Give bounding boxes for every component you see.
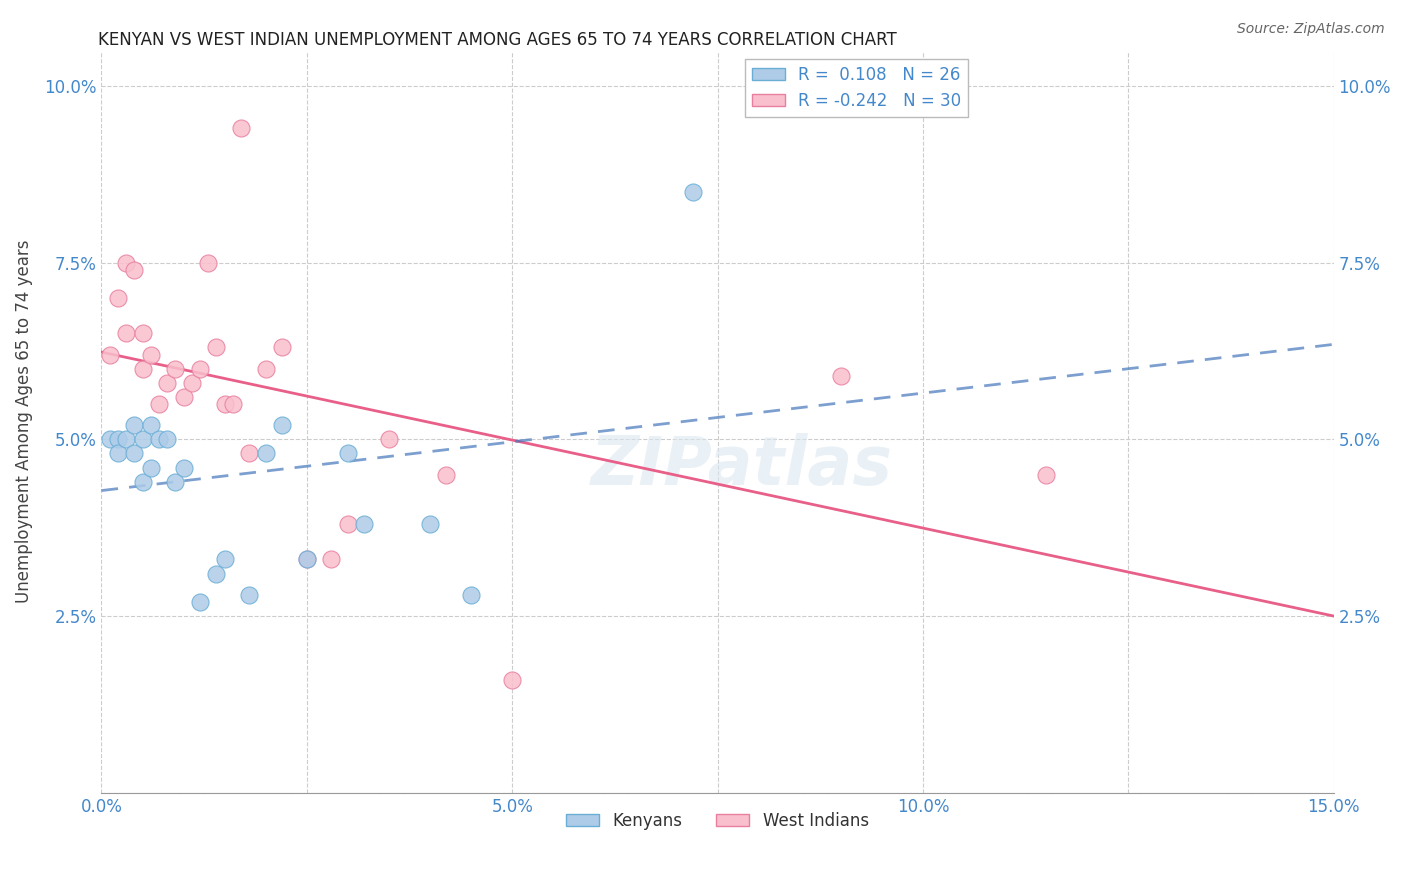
Point bbox=[124, 262, 146, 277]
Point bbox=[115, 255, 138, 269]
Point bbox=[188, 361, 211, 376]
Point bbox=[107, 433, 129, 447]
Point bbox=[98, 347, 121, 361]
Point bbox=[378, 433, 401, 447]
Point bbox=[254, 361, 277, 376]
Point bbox=[131, 475, 153, 489]
Point bbox=[107, 446, 129, 460]
Point bbox=[188, 595, 211, 609]
Point bbox=[139, 460, 162, 475]
Text: ZIPatlas: ZIPatlas bbox=[591, 434, 893, 500]
Point bbox=[436, 467, 458, 482]
Point bbox=[229, 121, 252, 136]
Point bbox=[165, 475, 187, 489]
Point bbox=[205, 341, 228, 355]
Y-axis label: Unemployment Among Ages 65 to 74 years: Unemployment Among Ages 65 to 74 years bbox=[15, 240, 32, 603]
Point bbox=[148, 433, 170, 447]
Point bbox=[271, 341, 294, 355]
Point bbox=[205, 566, 228, 581]
Point bbox=[173, 460, 195, 475]
Point bbox=[295, 552, 318, 566]
Point bbox=[131, 433, 153, 447]
Point bbox=[156, 433, 179, 447]
Point bbox=[682, 185, 704, 199]
Point bbox=[156, 376, 179, 390]
Point bbox=[501, 673, 523, 687]
Point bbox=[180, 376, 202, 390]
Point bbox=[336, 517, 359, 532]
Point bbox=[238, 588, 260, 602]
Text: Source: ZipAtlas.com: Source: ZipAtlas.com bbox=[1237, 22, 1385, 37]
Point bbox=[271, 418, 294, 433]
Point bbox=[124, 446, 146, 460]
Text: KENYAN VS WEST INDIAN UNEMPLOYMENT AMONG AGES 65 TO 74 YEARS CORRELATION CHART: KENYAN VS WEST INDIAN UNEMPLOYMENT AMONG… bbox=[98, 31, 897, 49]
Point bbox=[222, 397, 245, 411]
Point bbox=[131, 361, 153, 376]
Point bbox=[460, 588, 482, 602]
Point bbox=[98, 433, 121, 447]
Point bbox=[107, 291, 129, 305]
Point bbox=[254, 446, 277, 460]
Point bbox=[165, 361, 187, 376]
Point bbox=[131, 326, 153, 341]
Point bbox=[830, 368, 852, 383]
Point bbox=[238, 446, 260, 460]
Legend: Kenyans, West Indians: Kenyans, West Indians bbox=[560, 805, 876, 837]
Point bbox=[214, 552, 236, 566]
Point bbox=[1035, 467, 1057, 482]
Point bbox=[295, 552, 318, 566]
Point bbox=[197, 255, 219, 269]
Point bbox=[353, 517, 375, 532]
Point bbox=[214, 397, 236, 411]
Point bbox=[321, 552, 343, 566]
Point bbox=[336, 446, 359, 460]
Point bbox=[115, 433, 138, 447]
Point bbox=[115, 326, 138, 341]
Point bbox=[148, 397, 170, 411]
Point bbox=[139, 347, 162, 361]
Point bbox=[173, 390, 195, 404]
Point bbox=[139, 418, 162, 433]
Point bbox=[419, 517, 441, 532]
Point bbox=[124, 418, 146, 433]
